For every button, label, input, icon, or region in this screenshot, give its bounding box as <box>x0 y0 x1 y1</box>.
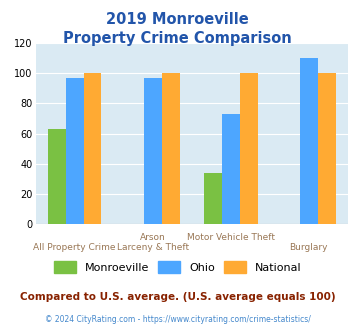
Bar <box>48 129 66 224</box>
Text: Burglary: Burglary <box>290 243 328 251</box>
Bar <box>66 78 83 224</box>
Bar <box>144 78 162 224</box>
Bar <box>83 73 102 224</box>
Text: Compared to U.S. average. (U.S. average equals 100): Compared to U.S. average. (U.S. average … <box>20 292 335 302</box>
Text: Arson: Arson <box>140 233 165 242</box>
Bar <box>240 73 258 224</box>
Legend: Monroeville, Ohio, National: Monroeville, Ohio, National <box>50 258 305 276</box>
Text: All Property Crime: All Property Crime <box>33 243 116 251</box>
Bar <box>162 73 180 224</box>
Text: © 2024 CityRating.com - https://www.cityrating.com/crime-statistics/: © 2024 CityRating.com - https://www.city… <box>45 315 310 324</box>
Text: Property Crime Comparison: Property Crime Comparison <box>63 31 292 46</box>
Bar <box>300 58 318 224</box>
Text: 2019 Monroeville: 2019 Monroeville <box>106 12 249 26</box>
Bar <box>318 73 336 224</box>
Bar <box>204 173 222 224</box>
Bar <box>222 114 240 224</box>
Text: Motor Vehicle Theft: Motor Vehicle Theft <box>187 233 275 242</box>
Text: Larceny & Theft: Larceny & Theft <box>116 243 189 251</box>
